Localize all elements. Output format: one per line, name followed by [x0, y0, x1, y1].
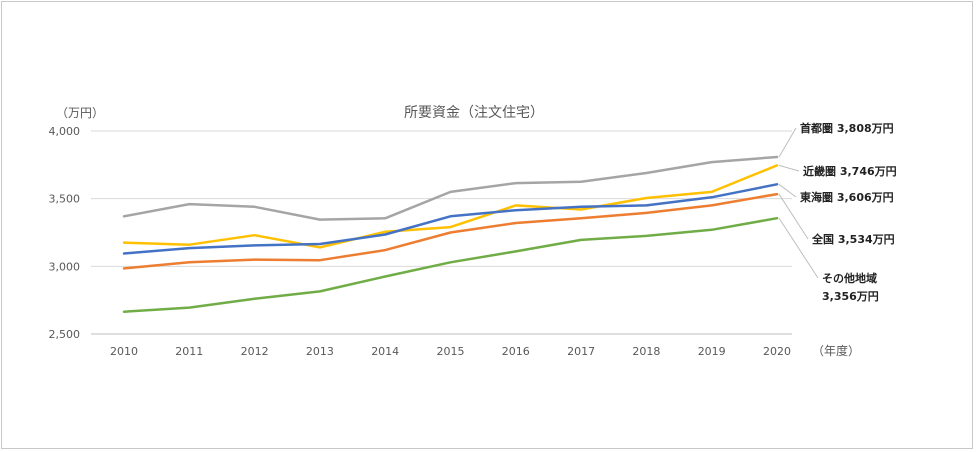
y-tick-label: 3,500 — [49, 193, 81, 206]
series-line — [122, 216, 779, 313]
y-tick-label: 4,000 — [49, 125, 81, 138]
series-end-label: 東海圏 3,606万円 — [800, 190, 894, 204]
series-end-label: 近畿圏 3,746万円 — [803, 164, 897, 178]
x-axis-unit-label: （年度） — [812, 343, 860, 358]
y-tick-label: 2,500 — [49, 328, 81, 341]
x-tick-label: 2010 — [110, 345, 138, 358]
x-tick-label: 2019 — [698, 345, 726, 358]
chart-title: 所要資金（注文住宅） — [404, 105, 544, 121]
series-end-label: その他地域 — [822, 271, 877, 285]
x-tick-label: 2015 — [437, 345, 465, 358]
series-line — [122, 155, 779, 221]
leader-line — [778, 164, 800, 172]
leader-line — [778, 183, 797, 198]
series-line — [122, 183, 779, 255]
leader-line — [778, 193, 809, 240]
leader-line — [778, 217, 819, 279]
x-tick-label: 2011 — [175, 345, 203, 358]
x-tick-label: 2016 — [502, 345, 530, 358]
series-line — [122, 192, 779, 270]
x-tick-label: 2014 — [371, 345, 399, 358]
series-end-label: 全国 3,534万円 — [811, 232, 895, 246]
series-end-label: 首都圏 3,808万円 — [800, 121, 894, 135]
y-tick-label: 3,000 — [49, 260, 81, 273]
leader-line — [778, 127, 797, 158]
x-tick-label: 2017 — [567, 345, 595, 358]
x-tick-label: 2013 — [306, 345, 334, 358]
x-tick-label: 2020 — [763, 345, 791, 358]
series-end-label: 3,356万円 — [822, 290, 879, 303]
x-tick-label: 2018 — [632, 345, 660, 358]
x-tick-label: 2012 — [241, 345, 269, 358]
series-line — [122, 164, 779, 249]
y-axis-unit-label: （万円） — [56, 106, 104, 120]
